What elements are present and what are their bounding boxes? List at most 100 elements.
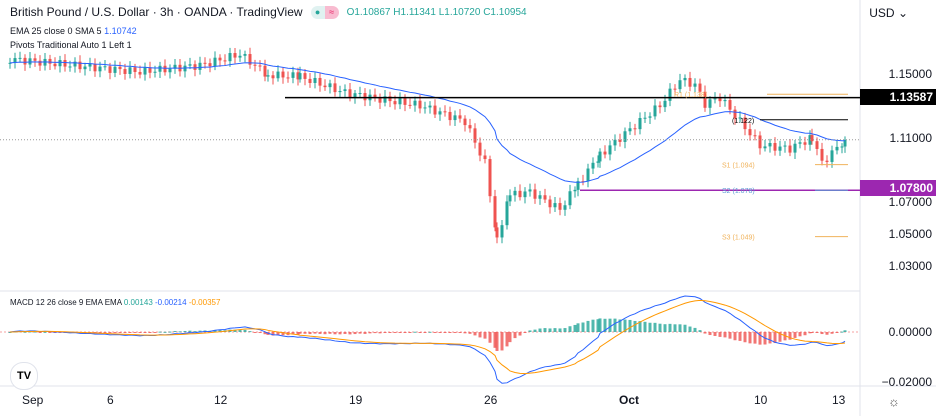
candle-body bbox=[358, 93, 362, 95]
currency-selector[interactable]: USD ⌄ bbox=[869, 6, 908, 20]
candle-body bbox=[338, 91, 342, 93]
time-tick: 12 bbox=[214, 393, 228, 407]
candle-body bbox=[28, 58, 32, 65]
macd-histogram-bar bbox=[586, 320, 590, 332]
macd-histogram-bar bbox=[338, 332, 342, 335]
candle-body bbox=[623, 131, 627, 142]
macd-histogram-bar bbox=[168, 331, 172, 333]
macd-histogram-bar bbox=[733, 332, 737, 341]
candle-body bbox=[23, 57, 27, 65]
candle-body bbox=[820, 148, 824, 161]
candle-body bbox=[495, 227, 499, 238]
candle-body bbox=[743, 117, 747, 130]
candle-body bbox=[840, 146, 844, 148]
candle-body bbox=[568, 191, 572, 206]
price-label-1-07800: 1.07800 bbox=[860, 180, 936, 196]
macd-histogram-bar bbox=[830, 332, 834, 334]
candle-body bbox=[558, 203, 562, 210]
candle-body bbox=[438, 111, 442, 115]
candle-body bbox=[548, 199, 552, 208]
market-status-badge[interactable]: ● ≈ bbox=[310, 5, 339, 19]
candle-body bbox=[258, 65, 262, 67]
high-value: H1.11341 bbox=[393, 6, 436, 18]
candle-body bbox=[228, 53, 232, 62]
macd-histogram-bar bbox=[58, 332, 62, 333]
candle-body bbox=[408, 104, 412, 106]
price-tick: 1.07000 bbox=[888, 195, 932, 209]
macd-histogram-bar bbox=[128, 332, 132, 333]
macd-histogram-bar bbox=[43, 331, 47, 333]
pivot-label: S3 (1.049) bbox=[722, 235, 755, 242]
symbol-title: British Pound / U.S. Dollar · 3h · OANDA… bbox=[10, 5, 303, 19]
candle-body bbox=[835, 146, 839, 151]
price-tick: 1.05000 bbox=[888, 227, 932, 241]
macd-histogram-bar bbox=[576, 323, 580, 332]
candle-body bbox=[388, 96, 392, 102]
candle-body bbox=[153, 71, 157, 73]
macd-histogram-bar bbox=[363, 332, 367, 334]
macd-histogram-bar bbox=[773, 332, 777, 344]
candle-body bbox=[398, 98, 402, 105]
candle-body bbox=[373, 94, 377, 98]
macd-histogram-bar bbox=[373, 332, 377, 334]
macd-histogram-bar bbox=[353, 332, 357, 335]
settings-gear-icon[interactable]: ☼ bbox=[888, 394, 900, 409]
candle-body bbox=[98, 66, 102, 72]
macd-histogram-bar bbox=[233, 329, 237, 332]
candle-body bbox=[478, 142, 482, 156]
candle-body bbox=[653, 105, 657, 117]
macd-histogram-bar bbox=[798, 332, 802, 337]
candle-body bbox=[788, 145, 792, 153]
candle-body bbox=[198, 62, 202, 70]
candle-body bbox=[576, 181, 580, 190]
macd-histogram-bar bbox=[478, 332, 482, 338]
macd-legend[interactable]: MACD 12 26 close 9 EMA EMA 0.00143 -0.00… bbox=[10, 298, 220, 307]
macd-histogram-bar bbox=[403, 332, 407, 333]
candle-body bbox=[603, 151, 607, 155]
macd-histogram-bar bbox=[448, 332, 452, 333]
low-value: L1.10720 bbox=[438, 6, 481, 18]
time-tick: 13 bbox=[832, 393, 846, 407]
ema-legend[interactable]: EMA 25 close 0 SMA 5 1.10742 bbox=[10, 26, 137, 36]
tradingview-logo-icon[interactable]: TV bbox=[10, 362, 38, 390]
macd-histogram-bar bbox=[123, 332, 127, 334]
candle-body bbox=[643, 117, 647, 119]
macd-histogram-bar bbox=[713, 332, 717, 336]
candle-body bbox=[708, 99, 712, 108]
macd-histogram-bar bbox=[558, 328, 562, 332]
macd-histogram-bar bbox=[428, 331, 432, 333]
candle-body bbox=[528, 189, 532, 192]
macd-histogram-bar bbox=[533, 329, 537, 332]
macd-histogram-bar bbox=[443, 332, 447, 333]
macd-histogram-bar bbox=[368, 332, 372, 334]
candle-body bbox=[668, 88, 672, 101]
macd-histogram-bar bbox=[148, 332, 152, 333]
macd-histogram-bar bbox=[213, 330, 217, 332]
macd-histogram-bar bbox=[648, 322, 652, 332]
chart-header: British Pound / U.S. Dollar · 3h · OANDA… bbox=[10, 5, 527, 19]
candle-body bbox=[393, 101, 397, 105]
macd-histogram-bar bbox=[495, 332, 499, 351]
macd-histogram-bar bbox=[153, 332, 157, 333]
macd-value: -0.00214 bbox=[155, 298, 187, 307]
candle-body bbox=[103, 66, 107, 68]
candle-body bbox=[448, 111, 452, 121]
macd-histogram-bar bbox=[688, 326, 692, 332]
macd-histogram-bar bbox=[163, 331, 167, 333]
candle-body bbox=[266, 75, 270, 77]
macd-histogram-bar bbox=[553, 328, 557, 332]
macd-histogram-bar bbox=[743, 332, 747, 343]
candle-body bbox=[38, 60, 42, 66]
candle-body bbox=[713, 98, 717, 100]
macd-histogram-bar bbox=[193, 331, 197, 333]
macd-histogram-bar bbox=[778, 332, 782, 342]
pivots-legend[interactable]: Pivots Traditional Auto 1 Left 1 bbox=[10, 40, 132, 50]
macd-histogram-bar bbox=[803, 332, 807, 336]
macd-histogram-bar bbox=[23, 331, 27, 333]
candle-body bbox=[33, 58, 37, 61]
candle-body bbox=[573, 189, 577, 192]
candle-body bbox=[553, 203, 557, 208]
candle-body bbox=[73, 61, 77, 67]
candle-body bbox=[563, 205, 567, 210]
